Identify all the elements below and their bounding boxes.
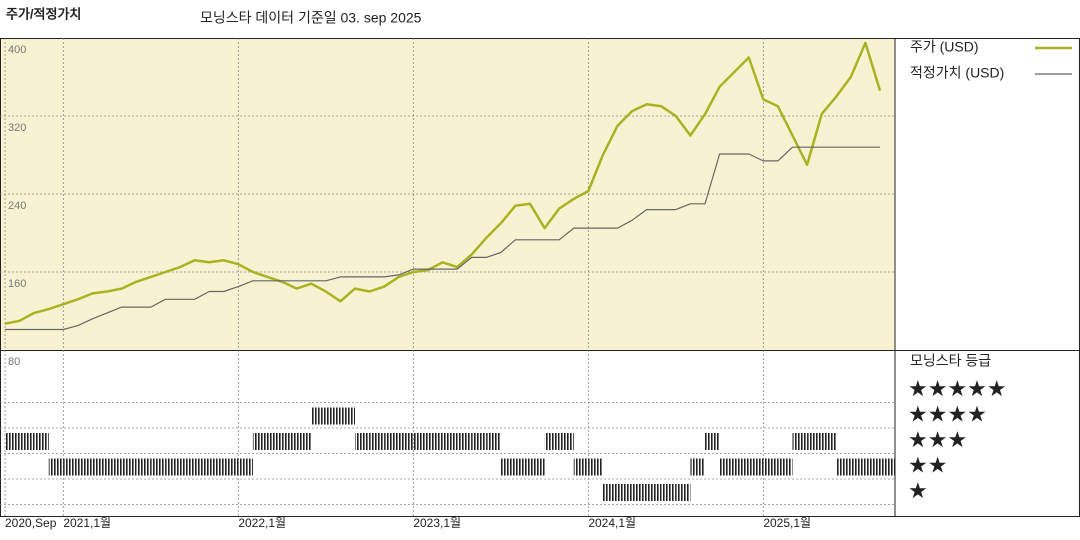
x-tick-label: 2023,1월: [413, 516, 461, 530]
chart-subtitle: 모닝스타 데이터 기준일 03. sep 2025: [200, 10, 422, 26]
rating-bar: [311, 407, 326, 425]
x-tick-label: 2022,1월: [238, 516, 286, 530]
rating-bar: [457, 433, 472, 450]
legend-label: 주가 (USD): [910, 39, 979, 55]
y-tick-label: 400: [8, 44, 26, 56]
rating-bar: [267, 433, 283, 450]
rating-bar: [442, 433, 458, 450]
rating-bar: [252, 433, 268, 450]
chart-title: 주가/적정가치: [6, 6, 81, 21]
rating-bar: [500, 458, 516, 476]
rating-bar: [5, 433, 20, 450]
rating-bar: [748, 458, 764, 476]
rating-label: ★: [908, 478, 928, 503]
legend-label: 적정가치 (USD): [910, 65, 1004, 81]
rating-label: ★★★★: [908, 401, 987, 426]
rating-bar: [544, 433, 560, 450]
rating-bar: [515, 458, 530, 476]
rating-bar: [384, 433, 399, 450]
y-tick-label: 240: [8, 200, 26, 212]
rating-title: 모닝스타 등급: [910, 353, 991, 369]
x-tick-label: 2021,1월: [63, 516, 111, 530]
series-line: [4, 41, 882, 325]
rating-bar: [325, 407, 341, 425]
rating-bar: [427, 433, 443, 450]
rating-bar: [209, 458, 224, 476]
rating-bar: [355, 433, 370, 450]
rating-bar: [296, 433, 312, 450]
rating-bar: [282, 433, 297, 450]
rating-bar: [340, 407, 355, 425]
rating-bar: [34, 433, 49, 450]
rating-bar: [77, 458, 93, 476]
rating-bar: [705, 433, 720, 450]
rating-bar: [165, 458, 180, 476]
rating-bar: [602, 484, 618, 501]
rating-bar: [777, 458, 793, 476]
rating-bar: [807, 433, 822, 450]
x-tick-label: 2020,Sep: [5, 516, 57, 530]
rating-bar: [413, 433, 428, 450]
rating-bar: [763, 458, 778, 476]
rating-bar: [121, 458, 137, 476]
rating-bar: [19, 433, 35, 450]
rating-bar: [690, 458, 705, 476]
rating-bar: [471, 433, 487, 450]
rating-bar: [63, 458, 78, 476]
rating-label: ★★★★★: [908, 376, 1007, 401]
rating-bar: [136, 458, 151, 476]
rating-bar: [486, 433, 501, 450]
rating-bar: [617, 484, 633, 501]
rating-bar: [107, 458, 122, 476]
rating-bar: [48, 458, 64, 476]
rating-bar: [588, 458, 603, 476]
rating-bar: [369, 433, 385, 450]
rating-bar: [559, 433, 574, 450]
rating-bar: [573, 458, 589, 476]
rating-bar: [675, 484, 691, 501]
rating-label: ★★★: [908, 427, 967, 452]
rating-bar: [792, 433, 808, 450]
series-line: [5, 146, 880, 331]
rating-label: ★★: [908, 452, 947, 477]
rating-bar: [734, 458, 749, 476]
x-tick-label: 2024,1월: [588, 516, 636, 530]
rating-bar: [632, 484, 647, 501]
rating-bar: [180, 458, 195, 476]
rating-bar: [850, 458, 866, 476]
rating-bar: [880, 458, 895, 476]
rating-bar: [223, 458, 239, 476]
rating-bar: [150, 458, 166, 476]
rating-bar: [194, 458, 210, 476]
y-tick-label: 80: [8, 356, 20, 368]
rating-bar: [530, 458, 545, 476]
rating-bar: [836, 458, 851, 476]
rating-bar: [646, 484, 662, 501]
rating-bar: [92, 458, 108, 476]
rating-bar: [238, 458, 253, 476]
rating-bar: [719, 458, 735, 476]
y-tick-label: 160: [8, 278, 26, 290]
y-tick-label: 320: [8, 122, 26, 134]
rating-bar: [865, 458, 880, 476]
rating-bar: [661, 484, 676, 501]
x-tick-label: 2025,1월: [763, 516, 811, 530]
rating-bar: [821, 433, 837, 450]
rating-bar: [398, 433, 414, 450]
